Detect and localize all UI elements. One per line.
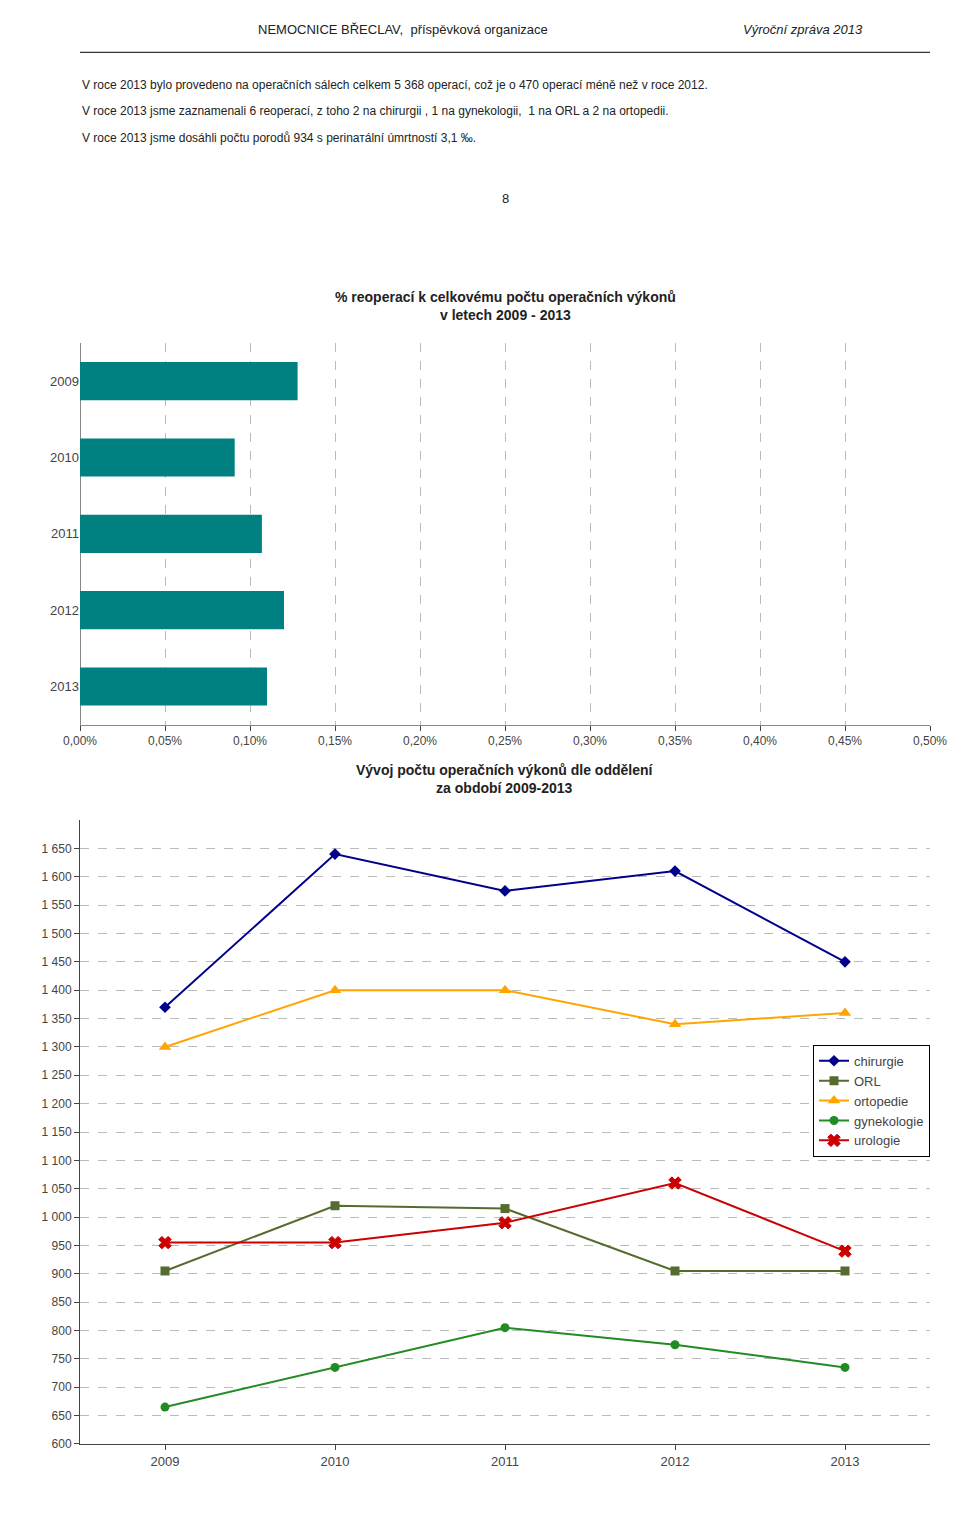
svg-text:1 300: 1 300: [42, 1040, 72, 1054]
svg-text:0,35%: 0,35%: [658, 734, 692, 748]
svg-text:2011: 2011: [491, 1454, 519, 1469]
svg-text:Výroční zpráva 2013: Výroční zpráva 2013: [743, 22, 863, 37]
svg-text:2012: 2012: [661, 1454, 690, 1469]
svg-text:0,30%: 0,30%: [573, 734, 607, 748]
svg-text:1 450: 1 450: [42, 955, 72, 969]
svg-text:900: 900: [52, 1267, 72, 1281]
svg-text:1 100: 1 100: [42, 1154, 72, 1168]
svg-text:0,50%: 0,50%: [913, 734, 947, 748]
svg-text:1 550: 1 550: [42, 898, 72, 912]
svg-text:2010: 2010: [50, 450, 79, 465]
svg-text:1 250: 1 250: [42, 1068, 72, 1082]
svg-text:0,40%: 0,40%: [743, 734, 777, 748]
svg-text:gynekologie: gynekologie: [854, 1114, 923, 1129]
svg-text:1 000: 1 000: [42, 1210, 72, 1224]
svg-text:1 600: 1 600: [42, 870, 72, 884]
svg-text:urologie: urologie: [854, 1133, 900, 1148]
svg-text:2011: 2011: [51, 526, 79, 541]
svg-text:700: 700: [52, 1380, 72, 1394]
svg-text:NEMOCNICE BŘECLAV, příspěvkov: NEMOCNICE BŘECLAV, příspěvková organizac…: [258, 22, 548, 37]
svg-text:V roce 2013 jsme zaznamenali 6: V roce 2013 jsme zaznamenali 6 reoperací…: [82, 104, 669, 118]
svg-text:2013: 2013: [50, 679, 79, 694]
svg-text:2009: 2009: [151, 1454, 180, 1469]
svg-text:8: 8: [502, 191, 509, 206]
svg-text:ortopedie: ortopedie: [854, 1094, 908, 1109]
svg-text:800: 800: [52, 1324, 72, 1338]
svg-text:0,05%: 0,05%: [148, 734, 182, 748]
svg-text:650: 650: [52, 1409, 72, 1423]
svg-text:750: 750: [52, 1352, 72, 1366]
svg-text:Vývoj počtu operačních výkonů: Vývoj počtu operačních výkonů dle odděle…: [356, 762, 654, 796]
svg-text:chirurgie: chirurgie: [854, 1054, 904, 1069]
svg-text:2009: 2009: [50, 374, 79, 389]
svg-text:0,10%: 0,10%: [233, 734, 267, 748]
svg-text:0,25%: 0,25%: [488, 734, 522, 748]
svg-text:1 350: 1 350: [42, 1012, 72, 1026]
svg-text:600: 600: [52, 1437, 72, 1451]
svg-text:1 150: 1 150: [42, 1125, 72, 1139]
svg-text:0,00%: 0,00%: [63, 734, 97, 748]
svg-text:2013: 2013: [831, 1454, 860, 1469]
svg-text:950: 950: [52, 1239, 72, 1253]
svg-text:V roce 2013 bylo provedeno na: V roce 2013 bylo provedeno na operačních…: [82, 78, 708, 92]
svg-text:1 400: 1 400: [42, 983, 72, 997]
svg-text:1 200: 1 200: [42, 1097, 72, 1111]
svg-text:% reoperací k celkovému počtu: % reoperací k celkovému počtu operačních…: [335, 289, 676, 323]
svg-text:0,45%: 0,45%: [828, 734, 862, 748]
svg-text:2010: 2010: [321, 1454, 350, 1469]
svg-text:ORL: ORL: [854, 1074, 881, 1089]
svg-text:0,20%: 0,20%: [403, 734, 437, 748]
svg-text:850: 850: [52, 1295, 72, 1309]
svg-text:1 050: 1 050: [42, 1182, 72, 1196]
svg-text:1 500: 1 500: [42, 927, 72, 941]
svg-text:2012: 2012: [50, 603, 79, 618]
svg-text:1 650: 1 650: [42, 842, 72, 856]
svg-text:V roce 2013 jsme dosáhli počtu: V roce 2013 jsme dosáhli počtu porodů 93…: [82, 131, 476, 145]
svg-text:0,15%: 0,15%: [318, 734, 352, 748]
